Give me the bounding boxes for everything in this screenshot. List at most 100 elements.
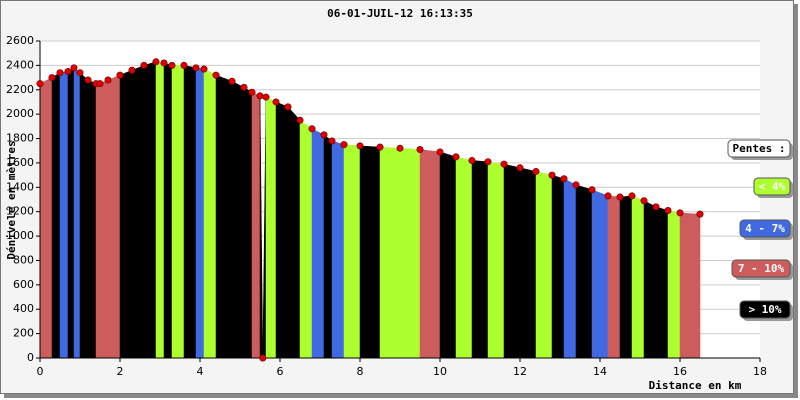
y-tick-label: 800	[13, 253, 34, 266]
legend-label: > 10%	[748, 303, 781, 316]
profile-point	[308, 125, 316, 133]
slope-segment	[287, 106, 301, 359]
profile-point	[192, 64, 200, 72]
slope-segment	[551, 174, 565, 359]
legend-label: 4 - 7%	[745, 222, 785, 235]
points	[36, 58, 704, 362]
slope-segment	[131, 65, 145, 359]
y-tick-label: 1400	[6, 180, 34, 193]
profile-point	[96, 80, 104, 88]
x-tick-label: 10	[433, 365, 447, 378]
x-tick-label: 8	[357, 365, 364, 378]
profile-point	[200, 65, 208, 73]
legend-label: < 4%	[759, 180, 786, 193]
slope-segment	[343, 144, 361, 359]
x-tick-label: 12	[513, 365, 527, 378]
profile-point	[628, 192, 636, 200]
profile-point	[340, 141, 348, 149]
profile-point	[104, 76, 112, 84]
slope-segment	[323, 134, 333, 359]
legend-box	[739, 219, 791, 238]
slope-segment	[163, 62, 173, 359]
legend-box	[731, 259, 791, 278]
y-tick-label: 2000	[6, 107, 34, 120]
slope-segment	[51, 72, 61, 359]
slope-segment	[107, 74, 121, 359]
profile-point	[272, 98, 280, 106]
legend-label: 7 - 10%	[738, 262, 785, 275]
profile-point	[48, 74, 56, 82]
y-tick-label: 200	[13, 327, 34, 340]
profile-point	[468, 156, 476, 164]
y-tick-label: 0	[27, 351, 34, 364]
x-tick-label: 2	[117, 365, 124, 378]
profile-point	[128, 66, 136, 74]
profile-point	[484, 158, 492, 166]
x-tick-label: 0	[37, 365, 44, 378]
slope-segment	[439, 151, 457, 359]
profile-point	[256, 92, 264, 100]
slope-segment	[331, 140, 345, 359]
x-tick-label: 16	[673, 365, 687, 378]
slope-segment	[455, 156, 473, 359]
segments	[39, 61, 701, 359]
profile-point	[616, 193, 624, 201]
profile-point	[296, 116, 304, 124]
profile-point	[500, 160, 508, 168]
profile-point	[640, 197, 648, 205]
legend-box	[753, 177, 791, 196]
profile-point	[160, 59, 168, 67]
profile-point	[548, 171, 556, 179]
profile-point	[262, 93, 270, 101]
slope-segment	[275, 101, 289, 359]
slope-segment	[519, 167, 537, 359]
profile-point	[604, 192, 612, 200]
slope-segment	[119, 69, 133, 359]
profile-point	[356, 142, 364, 150]
chart-title: 06-01-JUIL-12 16:13:35	[327, 7, 473, 20]
slope-segment	[183, 65, 197, 359]
slope-segment	[679, 212, 701, 359]
slope-segment	[379, 146, 401, 359]
profile-point	[248, 88, 256, 96]
slope-segment	[619, 195, 633, 359]
slope-segment	[39, 77, 53, 359]
profile-point	[180, 61, 188, 69]
slope-segment	[87, 79, 97, 359]
legend-label: Pentes :	[733, 142, 786, 155]
profile-point	[70, 64, 78, 72]
y-tick-label: 1600	[6, 156, 34, 169]
slope-segment	[487, 161, 505, 359]
x-tick-label: 4	[197, 365, 204, 378]
y-tick-label: 2400	[6, 58, 34, 71]
profile-point	[284, 103, 292, 111]
y-tick-label: 1000	[6, 229, 34, 242]
profile-point	[416, 146, 424, 154]
slope-segment	[143, 61, 157, 359]
slope-segment	[399, 148, 421, 359]
slope-segment	[655, 206, 669, 359]
profile-point	[588, 186, 596, 194]
profile-point	[516, 164, 524, 172]
slope-segment	[59, 71, 69, 359]
profile-point	[572, 181, 580, 189]
slope-segment	[95, 83, 101, 359]
slope-segment	[243, 86, 253, 359]
profile-point	[152, 58, 160, 66]
profile-point	[320, 131, 328, 139]
slope-segment	[99, 79, 109, 359]
x-tick-label: 14	[593, 365, 607, 378]
x-tick-label: 18	[753, 365, 767, 378]
profile-point	[259, 354, 267, 362]
y-tick-label: 2200	[6, 83, 34, 96]
profile-point	[76, 69, 84, 77]
slope-segment	[667, 210, 681, 359]
profile-point	[676, 209, 684, 217]
profile-point	[168, 61, 176, 69]
profile-point	[436, 148, 444, 156]
y-tick-label: 1200	[6, 205, 34, 218]
profile-point	[452, 153, 460, 161]
y-tick-label: 400	[13, 302, 34, 315]
x-axis-label: Distance en km	[649, 379, 742, 392]
